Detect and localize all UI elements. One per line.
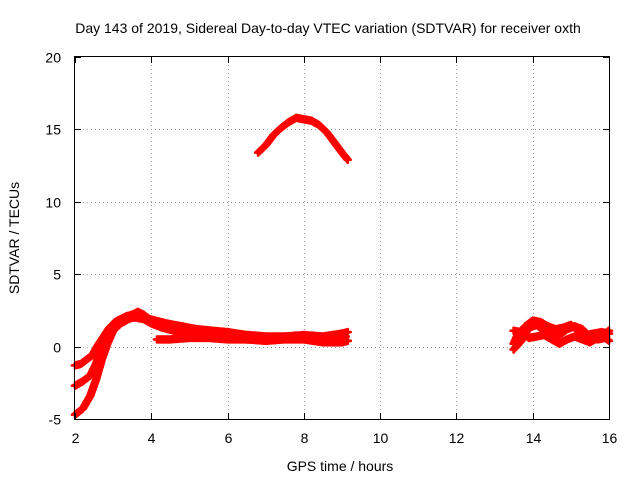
x-tick-label: 6 (225, 430, 233, 446)
y-tick-label: -5 (49, 412, 62, 428)
x-tick-label: 12 (449, 430, 465, 446)
series-peak-arc (253, 113, 352, 165)
x-tick-label: 10 (373, 430, 389, 446)
series-track-d (152, 333, 352, 347)
x-axis-label: GPS time / hours (287, 458, 394, 474)
marker-trace (152, 333, 352, 347)
x-tick-label: 16 (602, 430, 618, 446)
plot-frame (74, 56, 610, 420)
grid-layer (75, 57, 609, 419)
marker-trace (509, 320, 614, 354)
x-tick-label: 4 (148, 430, 156, 446)
x-tick-label: 14 (526, 430, 542, 446)
x-tick-label: 2 (72, 430, 80, 446)
x-tick-label: 8 (301, 430, 309, 446)
y-axis-label: SDTVAR / TECUs (6, 182, 22, 294)
y-tick-label: 10 (45, 195, 61, 211)
series-late-c (509, 320, 614, 354)
y-tick-label: 20 (45, 50, 61, 66)
tick-layer: 2 4 6 8 10 12 14 16 -5 0 5 10 15 20 (45, 50, 617, 447)
y-tick-label: 0 (53, 340, 61, 356)
marker-trace (253, 113, 352, 165)
y-tick-label: 5 (53, 267, 61, 283)
chart-title: Day 143 of 2019, Sidereal Day-to-day VTE… (75, 20, 581, 36)
y-tick-label: 15 (45, 122, 61, 138)
